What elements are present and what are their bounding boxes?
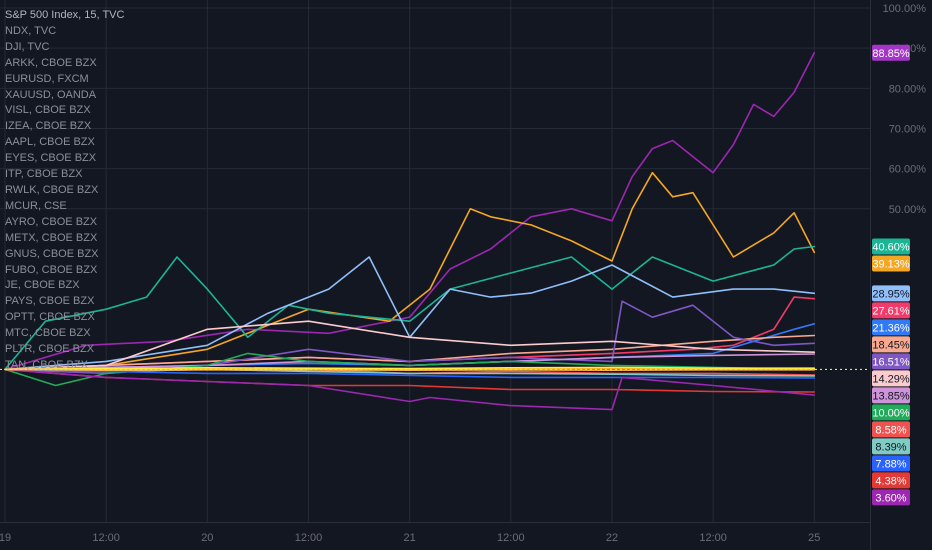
- badge-label: 18.45%: [872, 339, 910, 351]
- x-tick-label: 12:00: [497, 532, 525, 544]
- last-value-badge: 13.85%: [872, 387, 910, 404]
- badge-background: [872, 353, 910, 370]
- y-tick-label: 70.00%: [889, 123, 927, 135]
- badge-background: [872, 44, 910, 61]
- badge-label: 13.85%: [872, 390, 910, 402]
- badge-label: 27.61%: [872, 305, 910, 317]
- series-line-15: [4, 368, 816, 411]
- badge-background: [872, 238, 910, 255]
- badge-background: [872, 404, 910, 421]
- x-tick-label: 25: [808, 532, 820, 544]
- badge-background: [872, 285, 910, 302]
- series-line-18: [4, 368, 816, 372]
- last-value-badge: 39.13%: [872, 255, 910, 272]
- badge-label: 4.38%: [875, 475, 906, 487]
- series-line-17: [4, 366, 816, 371]
- last-value-badge: 27.61%: [872, 302, 910, 319]
- x-tick-label: 21: [404, 532, 416, 544]
- x-tick-label: 19: [0, 532, 11, 544]
- series-line-8: [4, 320, 816, 371]
- last-value-badge: 8.58%: [872, 421, 910, 438]
- last-value-badge: 7.88%: [872, 455, 910, 472]
- badge-label: 88.85%: [872, 48, 910, 60]
- last-value-badge: 10.00%: [872, 404, 910, 421]
- last-value-labels: 88.85% 40.60% 39.13% 28.95% 27.61% 21.36% 18.4…: [872, 44, 910, 506]
- badge-background: [872, 319, 910, 336]
- badge-label: 8.58%: [875, 424, 906, 436]
- badge-background: [872, 455, 910, 472]
- y-tick-label: 80.00%: [889, 83, 927, 95]
- grid: [0, 0, 871, 550]
- last-value-badge: 16.51%: [872, 353, 910, 370]
- last-value-badge: 8.39%: [872, 438, 910, 455]
- x-tick-label: 22: [606, 532, 618, 544]
- series-line-2: [4, 245, 816, 371]
- badge-background: [872, 370, 910, 387]
- y-tick-label: 100.00%: [883, 3, 927, 15]
- x-tick-label: 12:00: [92, 532, 120, 544]
- series-line-13: [4, 368, 816, 379]
- badge-label: 14.29%: [872, 373, 910, 385]
- badge-background: [872, 438, 910, 455]
- series-line-10: [4, 352, 816, 387]
- series-line-3: [4, 256, 816, 371]
- badge-label: 10.00%: [872, 407, 910, 419]
- badge-background: [872, 472, 910, 489]
- last-value-badge: 14.29%: [872, 370, 910, 387]
- last-value-badge: 18.45%: [872, 336, 910, 353]
- badge-background: [872, 336, 910, 353]
- last-value-badge: 88.85%: [872, 44, 910, 61]
- x-tick-label: 20: [201, 532, 213, 544]
- badge-label: 8.39%: [875, 441, 906, 453]
- y-tick-label: 50.00%: [889, 204, 927, 216]
- last-value-badge: 3.60%: [872, 489, 910, 506]
- badge-background: [872, 421, 910, 438]
- last-value-badge: 4.38%: [872, 472, 910, 489]
- series-line-0: [4, 51, 816, 371]
- badge-label: 39.13%: [872, 259, 910, 271]
- y-tick-label: 60.00%: [889, 164, 927, 176]
- last-value-badge: 28.95%: [872, 285, 910, 302]
- badge-background: [872, 387, 910, 404]
- badge-background: [872, 302, 910, 319]
- badge-label: 28.95%: [872, 288, 910, 300]
- last-value-badge: 40.60%: [872, 238, 910, 255]
- badge-background: [872, 255, 910, 272]
- badge-label: 16.51%: [872, 356, 910, 368]
- badge-label: 3.60%: [875, 492, 906, 504]
- badge-label: 21.36%: [872, 322, 910, 334]
- x-tick-label: 12:00: [295, 532, 323, 544]
- series-lines: [4, 51, 816, 411]
- badge-label: 7.88%: [875, 458, 906, 470]
- badge-label: 40.60%: [872, 242, 910, 254]
- x-axis: 19 12:00 20 12:00 21 12:00 22 12:00 25: [0, 532, 820, 544]
- x-tick-label: 12:00: [699, 532, 727, 544]
- last-value-badge: 21.36%: [872, 319, 910, 336]
- badge-background: [872, 489, 910, 506]
- y-axis: 100.00%90.00%80.00%70.00%60.00%50.00%: [883, 3, 927, 216]
